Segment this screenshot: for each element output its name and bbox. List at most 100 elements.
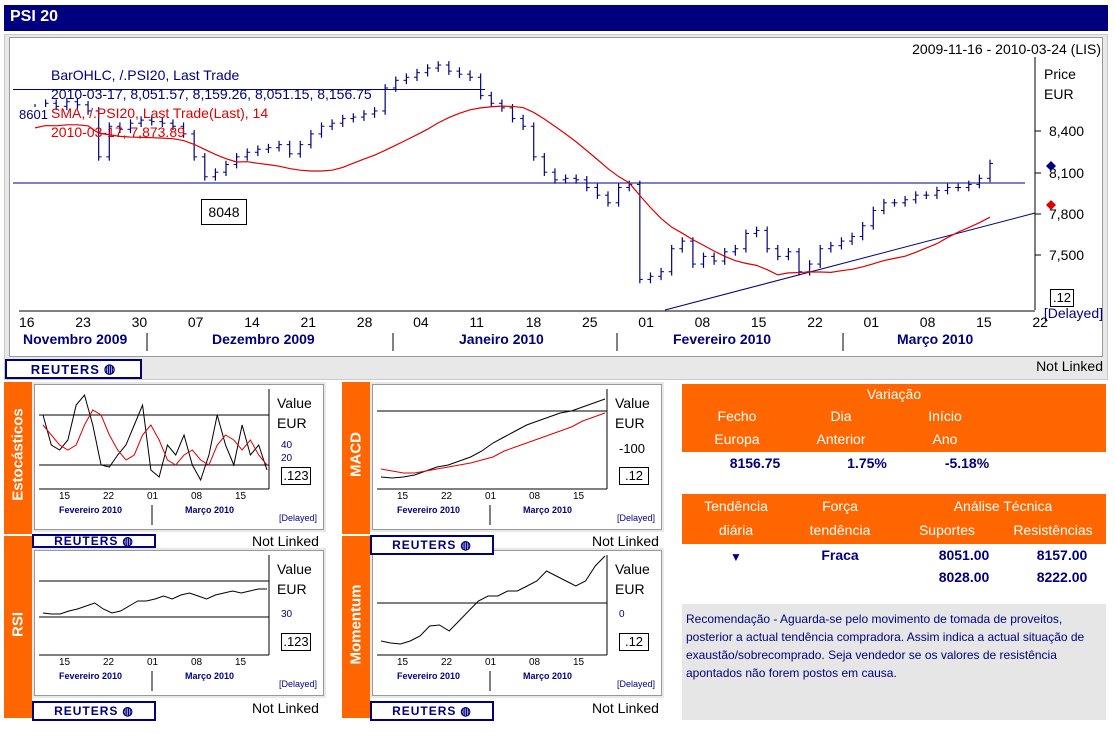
ohlc-bar	[583, 176, 590, 192]
main-chart-area[interactable]	[9, 37, 1103, 357]
ohlc-bar	[689, 237, 696, 268]
ohlc-bar	[530, 122, 537, 161]
ohlc-bar	[169, 119, 176, 131]
ohlc-bar	[424, 64, 431, 77]
value-dia: 1.75%	[847, 455, 887, 471]
month-label: Março 2010	[523, 671, 573, 681]
trend-line	[664, 212, 1036, 311]
ohlc-bar	[445, 61, 452, 75]
ohlc-bar	[318, 122, 325, 138]
x-tick-label: 15	[976, 314, 992, 330]
col-anterior: Anterior	[816, 431, 866, 447]
macd-panel[interactable]: Value EUR -100 .12 15 22 01 08 15 Fevereiro 2010 M…	[370, 382, 664, 532]
ohlc-bar	[594, 183, 601, 199]
value-fecho: 8156.75	[729, 455, 781, 471]
x-tick-label: 22	[103, 657, 115, 668]
globe-icon: ◍	[460, 538, 472, 552]
mom-not-linked: Not Linked	[592, 700, 659, 716]
axis-unit: EUR	[277, 415, 307, 431]
axis-title: Value	[277, 561, 312, 577]
x-tick-label: 15	[573, 491, 585, 502]
variacao-title: Variação	[682, 386, 1106, 402]
macd-chart-area[interactable]: Value EUR -100 .12 15 22 01 08 15 Fevereiro 2010 M…	[372, 384, 662, 530]
month-label: Março 2010	[897, 331, 974, 347]
x-tick-label: 16	[19, 314, 35, 330]
mom-chart-area[interactable]: Value EUR 0 .12 15 22 01 08 15 Fevereiro 2010 Març…	[372, 550, 662, 696]
rsi-chart-area[interactable]: Value EUR 30 .123 15 22 01 08 15 Fevereiro 2010 Ma…	[34, 550, 324, 696]
ohlc-bar	[339, 114, 346, 128]
month-label: Fevereiro 2010	[397, 505, 461, 515]
stoch-chart-area[interactable]: Value EUR 40 20 .123 15 22 01 08 15 Fevereiro 2010…	[34, 384, 324, 530]
reuters-text: REUTERS	[54, 534, 119, 548]
ohlc-bar	[212, 168, 219, 181]
y-tick-label: 20	[281, 453, 293, 464]
col-ano: Ano	[932, 431, 958, 447]
ohlc-bar	[615, 183, 622, 207]
ohlc-bar	[477, 73, 484, 100]
stoch-panel[interactable]: Value EUR 40 20 .123 15 22 01 08 15 Fevereiro 2010…	[32, 382, 326, 532]
ohlc-bar	[265, 143, 272, 154]
ohlc-bar	[276, 140, 283, 152]
ohlc-bar	[700, 252, 707, 268]
sma-marker	[1046, 200, 1056, 210]
month-label: Março 2010	[523, 505, 573, 515]
recommendation-text: Recomendação - Aguarda-se pelo movimento…	[682, 604, 1106, 720]
x-tick-label: 28	[357, 314, 373, 330]
col-diaria: diária	[718, 522, 754, 538]
ohlc-bar	[63, 97, 70, 111]
axis-title: Price	[1044, 66, 1076, 82]
x-tick-label: 01	[864, 314, 880, 330]
trend-down-icon: ▼	[730, 550, 742, 564]
ohlc-bar	[350, 113, 357, 123]
col-tendencia: Tendência	[704, 498, 768, 514]
col-analise: Análise Técnica	[953, 498, 1053, 514]
x-tick-label: 11	[469, 314, 484, 330]
x-tick-label: 21	[301, 314, 317, 330]
ohlc-bar	[541, 153, 548, 177]
axis-title: Value	[615, 395, 650, 411]
ohlc-bar	[785, 247, 792, 261]
ohlc-bar	[753, 226, 760, 238]
axis-title: Value	[277, 395, 312, 411]
x-tick-label: 08	[529, 491, 541, 502]
x-tick-label: 08	[191, 491, 203, 502]
rsi-series-line	[42, 588, 267, 615]
macd-series-line	[380, 412, 606, 474]
ohlc-bar	[764, 226, 771, 253]
month-label: Fevereiro 2010	[397, 671, 461, 681]
rsi-not-linked: Not Linked	[252, 700, 319, 716]
ohlc-bar	[148, 116, 155, 126]
delayed-label: [Delayed]	[279, 513, 318, 523]
month-label: Janeiro 2010	[459, 331, 544, 347]
ohlc-bar	[859, 221, 866, 241]
col-forca: Força	[822, 498, 858, 514]
legend-sma: SMA, /.PSI20, Last Trade(Last), 14	[51, 105, 269, 121]
stoch-chart-svg	[39, 389, 270, 525]
value-resistencia2: 8222.00	[1036, 569, 1088, 585]
x-tick-label: 01	[485, 657, 497, 668]
ohlc-bar	[849, 232, 856, 245]
reuters-text: REUTERS	[392, 704, 457, 718]
main-chart-panel[interactable]: 8,400 8,100 7,800 7,500 16 23 30 07 14 21 28 04 11 18…	[4, 34, 1108, 380]
x-tick-label: 01	[147, 657, 159, 668]
x-tick-label: 15	[235, 657, 247, 668]
ohlc-bar	[679, 237, 686, 253]
ohlc-bar	[520, 114, 527, 131]
ohlc-bar	[329, 119, 336, 131]
ohlc-bar	[732, 244, 739, 256]
x-tick-label: 15	[59, 657, 71, 668]
rsi-panel[interactable]: Value EUR 30 .123 15 22 01 08 15 Fevereiro 2010 Ma…	[32, 548, 326, 698]
mom-reuters-logo: REUTERS ◍	[370, 701, 494, 721]
scale-box[interactable]: .12	[1050, 289, 1074, 307]
sma-line	[34, 105, 991, 276]
window-title-bar: PSI 20	[4, 5, 1108, 31]
col-fecho: Fecho	[717, 408, 757, 424]
globe-icon: ◍	[460, 704, 472, 718]
ohlc-bar	[360, 110, 367, 121]
macd-label: MACD	[347, 432, 365, 477]
ohlc-bar	[976, 174, 983, 189]
y-tick-label: 7,500	[1049, 247, 1084, 263]
mom-panel[interactable]: Value EUR 0 .12 15 22 01 08 15 Fevereiro 2010 Març…	[370, 548, 664, 698]
x-tick-label: 15	[573, 657, 585, 668]
ohlc-bar	[403, 73, 410, 85]
